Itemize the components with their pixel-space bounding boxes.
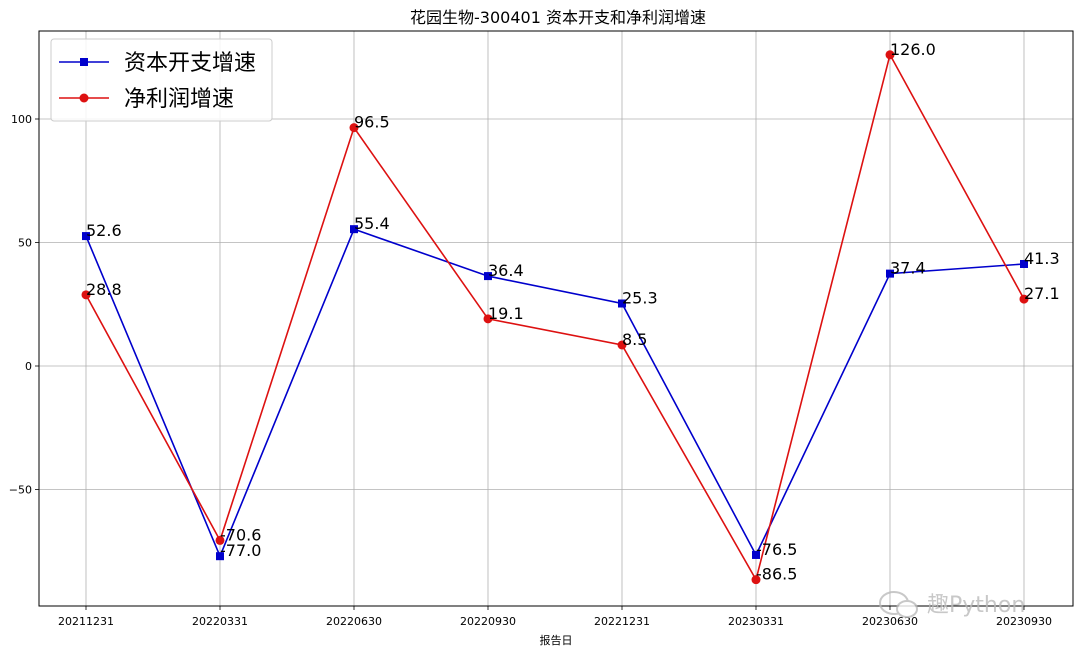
legend-label: 净利润增速 (124, 87, 234, 112)
y-tick-label: 0 (25, 360, 32, 373)
x-tick-label: 20220331 (192, 615, 248, 628)
x-axis-label: 报告日 (540, 633, 573, 647)
data-label: 41.3 (1024, 249, 1060, 268)
data-point (82, 232, 90, 241)
chart-title: 花园生物-300401 资本开支和净利润增速 (410, 8, 706, 27)
data-label: 27.1 (1024, 284, 1060, 303)
legend-marker (80, 58, 88, 66)
data-point (885, 50, 895, 60)
data-label: 37.4 (890, 259, 926, 278)
data-point (1020, 259, 1028, 268)
data-label: -76.5 (756, 540, 797, 559)
data-point (752, 550, 760, 559)
legend-box (50, 38, 273, 122)
data-label: 8.5 (622, 330, 647, 349)
x-tick-label: 20220930 (460, 615, 516, 628)
data-label: 25.3 (622, 289, 658, 308)
plot-frame (38, 30, 1074, 607)
data-point (483, 314, 493, 324)
data-label: 36.4 (488, 261, 524, 280)
y-tick-label: −50 (9, 484, 32, 497)
series-line (85, 228, 1025, 559)
data-label: 96.5 (354, 113, 390, 132)
data-point (81, 290, 91, 300)
data-labels: 52.6 -77.0 55.4 36.4 25.3 -76.5 37.4 41.3 28.8 -7… (86, 40, 1060, 584)
data-label: 28.8 (86, 280, 122, 299)
data-label: -86.5 (756, 565, 797, 584)
x-tick-label: 20230331 (728, 615, 784, 628)
data-label: -77.0 (220, 541, 261, 560)
data-label: 126.0 (890, 40, 936, 59)
data-point (349, 123, 359, 133)
y-tick-label: 50 (18, 237, 32, 250)
x-tick-label: 20221231 (594, 615, 650, 628)
wechat-icon-small (896, 600, 918, 618)
legend-label: 资本开支增速 (124, 51, 256, 76)
watermark-text: 趣Python (927, 593, 1025, 618)
series-line (85, 52, 1025, 582)
legend-marker (79, 93, 89, 103)
data-label: 55.4 (354, 214, 390, 233)
data-point (215, 535, 225, 545)
data-point (484, 272, 492, 281)
data-point (1019, 294, 1029, 304)
x-tick-label: 20220630 (326, 615, 382, 628)
x-axis: 20211231 20220331 20220630 20220930 20221231… (58, 606, 1052, 628)
data-label: 19.1 (488, 304, 524, 323)
data-point (216, 552, 224, 561)
y-tick-label: 100 (11, 113, 32, 126)
data-label: 52.6 (86, 221, 122, 240)
watermark: 趣Python (879, 591, 1025, 618)
data-point (751, 575, 761, 585)
x-tick-label: 20230930 (996, 615, 1052, 628)
data-point (617, 340, 627, 350)
data-point (886, 269, 894, 278)
data-label: -70.6 (220, 525, 261, 544)
data-point (350, 225, 358, 234)
series-group (81, 50, 1029, 585)
x-tick-label: 20230630 (862, 615, 918, 628)
y-axis: −50 0 50 100 (9, 113, 39, 497)
x-tick-label: 20211231 (58, 615, 114, 628)
data-point (618, 299, 626, 308)
